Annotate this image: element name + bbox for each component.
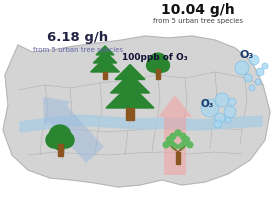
Circle shape [166, 137, 173, 143]
Polygon shape [115, 64, 145, 79]
Circle shape [170, 133, 176, 139]
Circle shape [149, 53, 167, 71]
Circle shape [187, 142, 193, 148]
Circle shape [249, 55, 259, 65]
Bar [176, 152, 180, 163]
Circle shape [215, 113, 225, 123]
Circle shape [249, 85, 255, 91]
Circle shape [214, 120, 222, 128]
Polygon shape [3, 36, 270, 187]
Polygon shape [93, 51, 117, 63]
Text: O₃: O₃ [200, 99, 214, 109]
Text: from 5 urban tree species: from 5 urban tree species [33, 47, 123, 53]
FancyArrow shape [43, 97, 104, 163]
Text: 10.04 g/h: 10.04 g/h [161, 3, 235, 17]
Circle shape [180, 133, 186, 139]
Circle shape [235, 61, 249, 75]
Polygon shape [91, 58, 119, 72]
Circle shape [53, 136, 67, 150]
Circle shape [255, 79, 261, 85]
Circle shape [182, 140, 188, 146]
Text: 100ppb of O₃: 100ppb of O₃ [122, 54, 188, 62]
Circle shape [178, 143, 184, 150]
Circle shape [168, 140, 174, 146]
Bar [156, 69, 160, 79]
Text: from 5 urban tree species: from 5 urban tree species [153, 18, 243, 24]
Circle shape [58, 132, 74, 148]
Circle shape [156, 59, 170, 72]
Circle shape [262, 63, 268, 69]
Bar [126, 108, 134, 120]
Polygon shape [96, 46, 114, 55]
Text: 6.18 g/h: 6.18 g/h [47, 31, 109, 44]
Circle shape [201, 99, 219, 117]
Circle shape [184, 137, 189, 143]
Circle shape [228, 98, 236, 106]
Circle shape [244, 74, 252, 82]
Circle shape [224, 106, 236, 118]
Circle shape [225, 117, 231, 123]
Circle shape [256, 68, 264, 76]
Polygon shape [20, 115, 262, 132]
Circle shape [215, 93, 229, 107]
Bar [103, 72, 107, 79]
Circle shape [152, 62, 164, 74]
Polygon shape [106, 84, 154, 108]
Circle shape [147, 59, 160, 72]
Circle shape [46, 132, 62, 148]
Bar [58, 144, 63, 156]
Circle shape [49, 125, 71, 147]
FancyArrow shape [158, 95, 192, 175]
Text: O₃: O₃ [240, 50, 254, 60]
Polygon shape [111, 74, 150, 93]
Circle shape [172, 143, 178, 150]
Circle shape [163, 142, 169, 148]
Circle shape [175, 130, 181, 136]
